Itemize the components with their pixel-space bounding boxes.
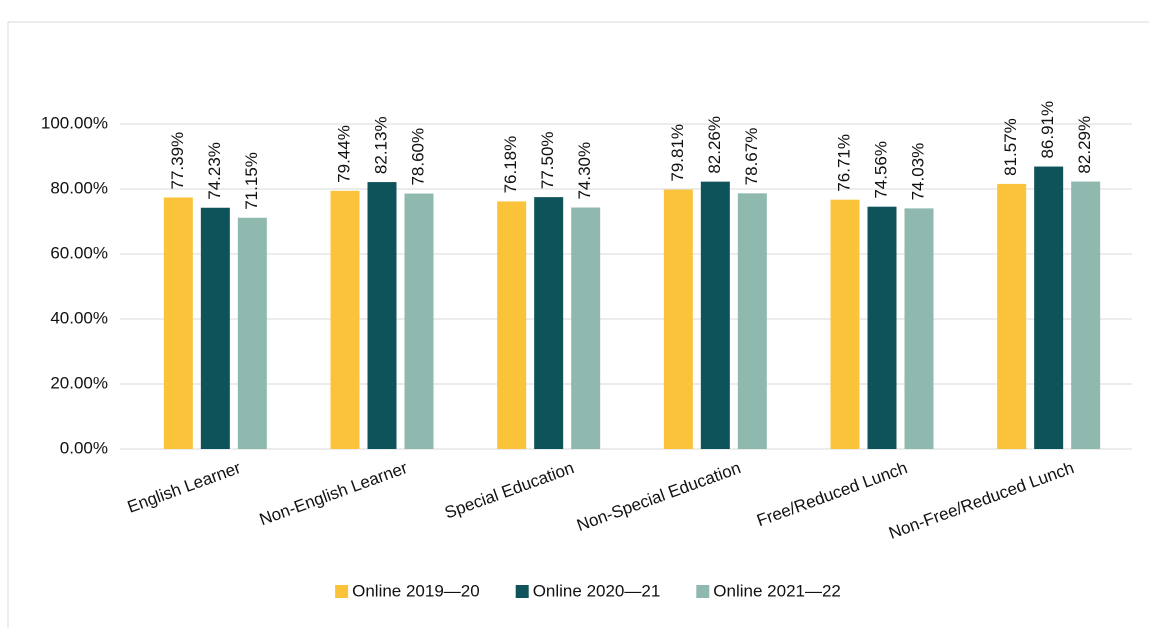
bar <box>663 189 693 449</box>
bar <box>404 193 434 449</box>
x-tick-label: Special Education <box>442 458 576 522</box>
bar <box>330 190 360 449</box>
y-tick-label: 60.00% <box>50 243 108 262</box>
bar <box>867 206 897 449</box>
bar <box>571 207 601 449</box>
value-label: 86.91% <box>1038 101 1057 159</box>
legend-swatch <box>696 585 710 598</box>
bar <box>737 193 767 449</box>
value-label: 82.13% <box>371 116 390 174</box>
x-tick-label: Non-Free/Reduced Lunch <box>886 458 1076 543</box>
bar <box>700 181 730 449</box>
value-label: 79.44% <box>334 125 353 183</box>
bar <box>997 183 1027 449</box>
y-tick-label: 0.00% <box>60 438 108 457</box>
bar <box>1071 181 1101 449</box>
value-label: 77.50% <box>538 131 557 189</box>
value-label: 74.03% <box>908 143 927 201</box>
value-label: 77.39% <box>168 132 187 190</box>
value-label: 76.18% <box>501 136 520 194</box>
y-tick-label: 80.00% <box>50 178 108 197</box>
legend-label: Online 2020—21 <box>533 581 661 600</box>
bar <box>497 201 527 449</box>
x-tick-label: Non-Special Education <box>574 458 743 535</box>
x-tick-label: English Learner <box>125 458 244 517</box>
y-tick-label: 40.00% <box>50 308 108 327</box>
legend-label: Online 2019—20 <box>352 581 480 600</box>
x-tick-label: Non-English Learner <box>257 458 410 529</box>
y-tick-label: 100.00% <box>41 113 108 132</box>
bar <box>904 208 934 449</box>
value-label: 79.81% <box>668 124 687 182</box>
legend-swatch <box>515 585 529 598</box>
y-tick-label: 20.00% <box>50 373 108 392</box>
value-label: 81.57% <box>1001 118 1020 176</box>
bar <box>200 207 230 449</box>
bar <box>534 197 564 449</box>
bar <box>830 199 860 449</box>
value-label: 82.26% <box>705 116 724 174</box>
bar <box>163 197 193 449</box>
bar <box>237 217 267 449</box>
value-label: 74.56% <box>871 141 890 199</box>
value-label: 71.15% <box>242 152 261 210</box>
value-label: 82.29% <box>1075 116 1094 174</box>
value-label: 76.71% <box>834 134 853 192</box>
bar <box>367 182 397 449</box>
value-label: 78.67% <box>742 128 761 186</box>
bar <box>1034 166 1064 450</box>
x-tick-label: Free/Reduced Lunch <box>754 458 910 530</box>
value-label: 74.30% <box>575 142 594 200</box>
value-label: 78.60% <box>408 128 427 186</box>
legend-label: Online 2021—22 <box>713 581 841 600</box>
legend-swatch <box>335 585 349 598</box>
value-label: 74.23% <box>205 142 224 200</box>
